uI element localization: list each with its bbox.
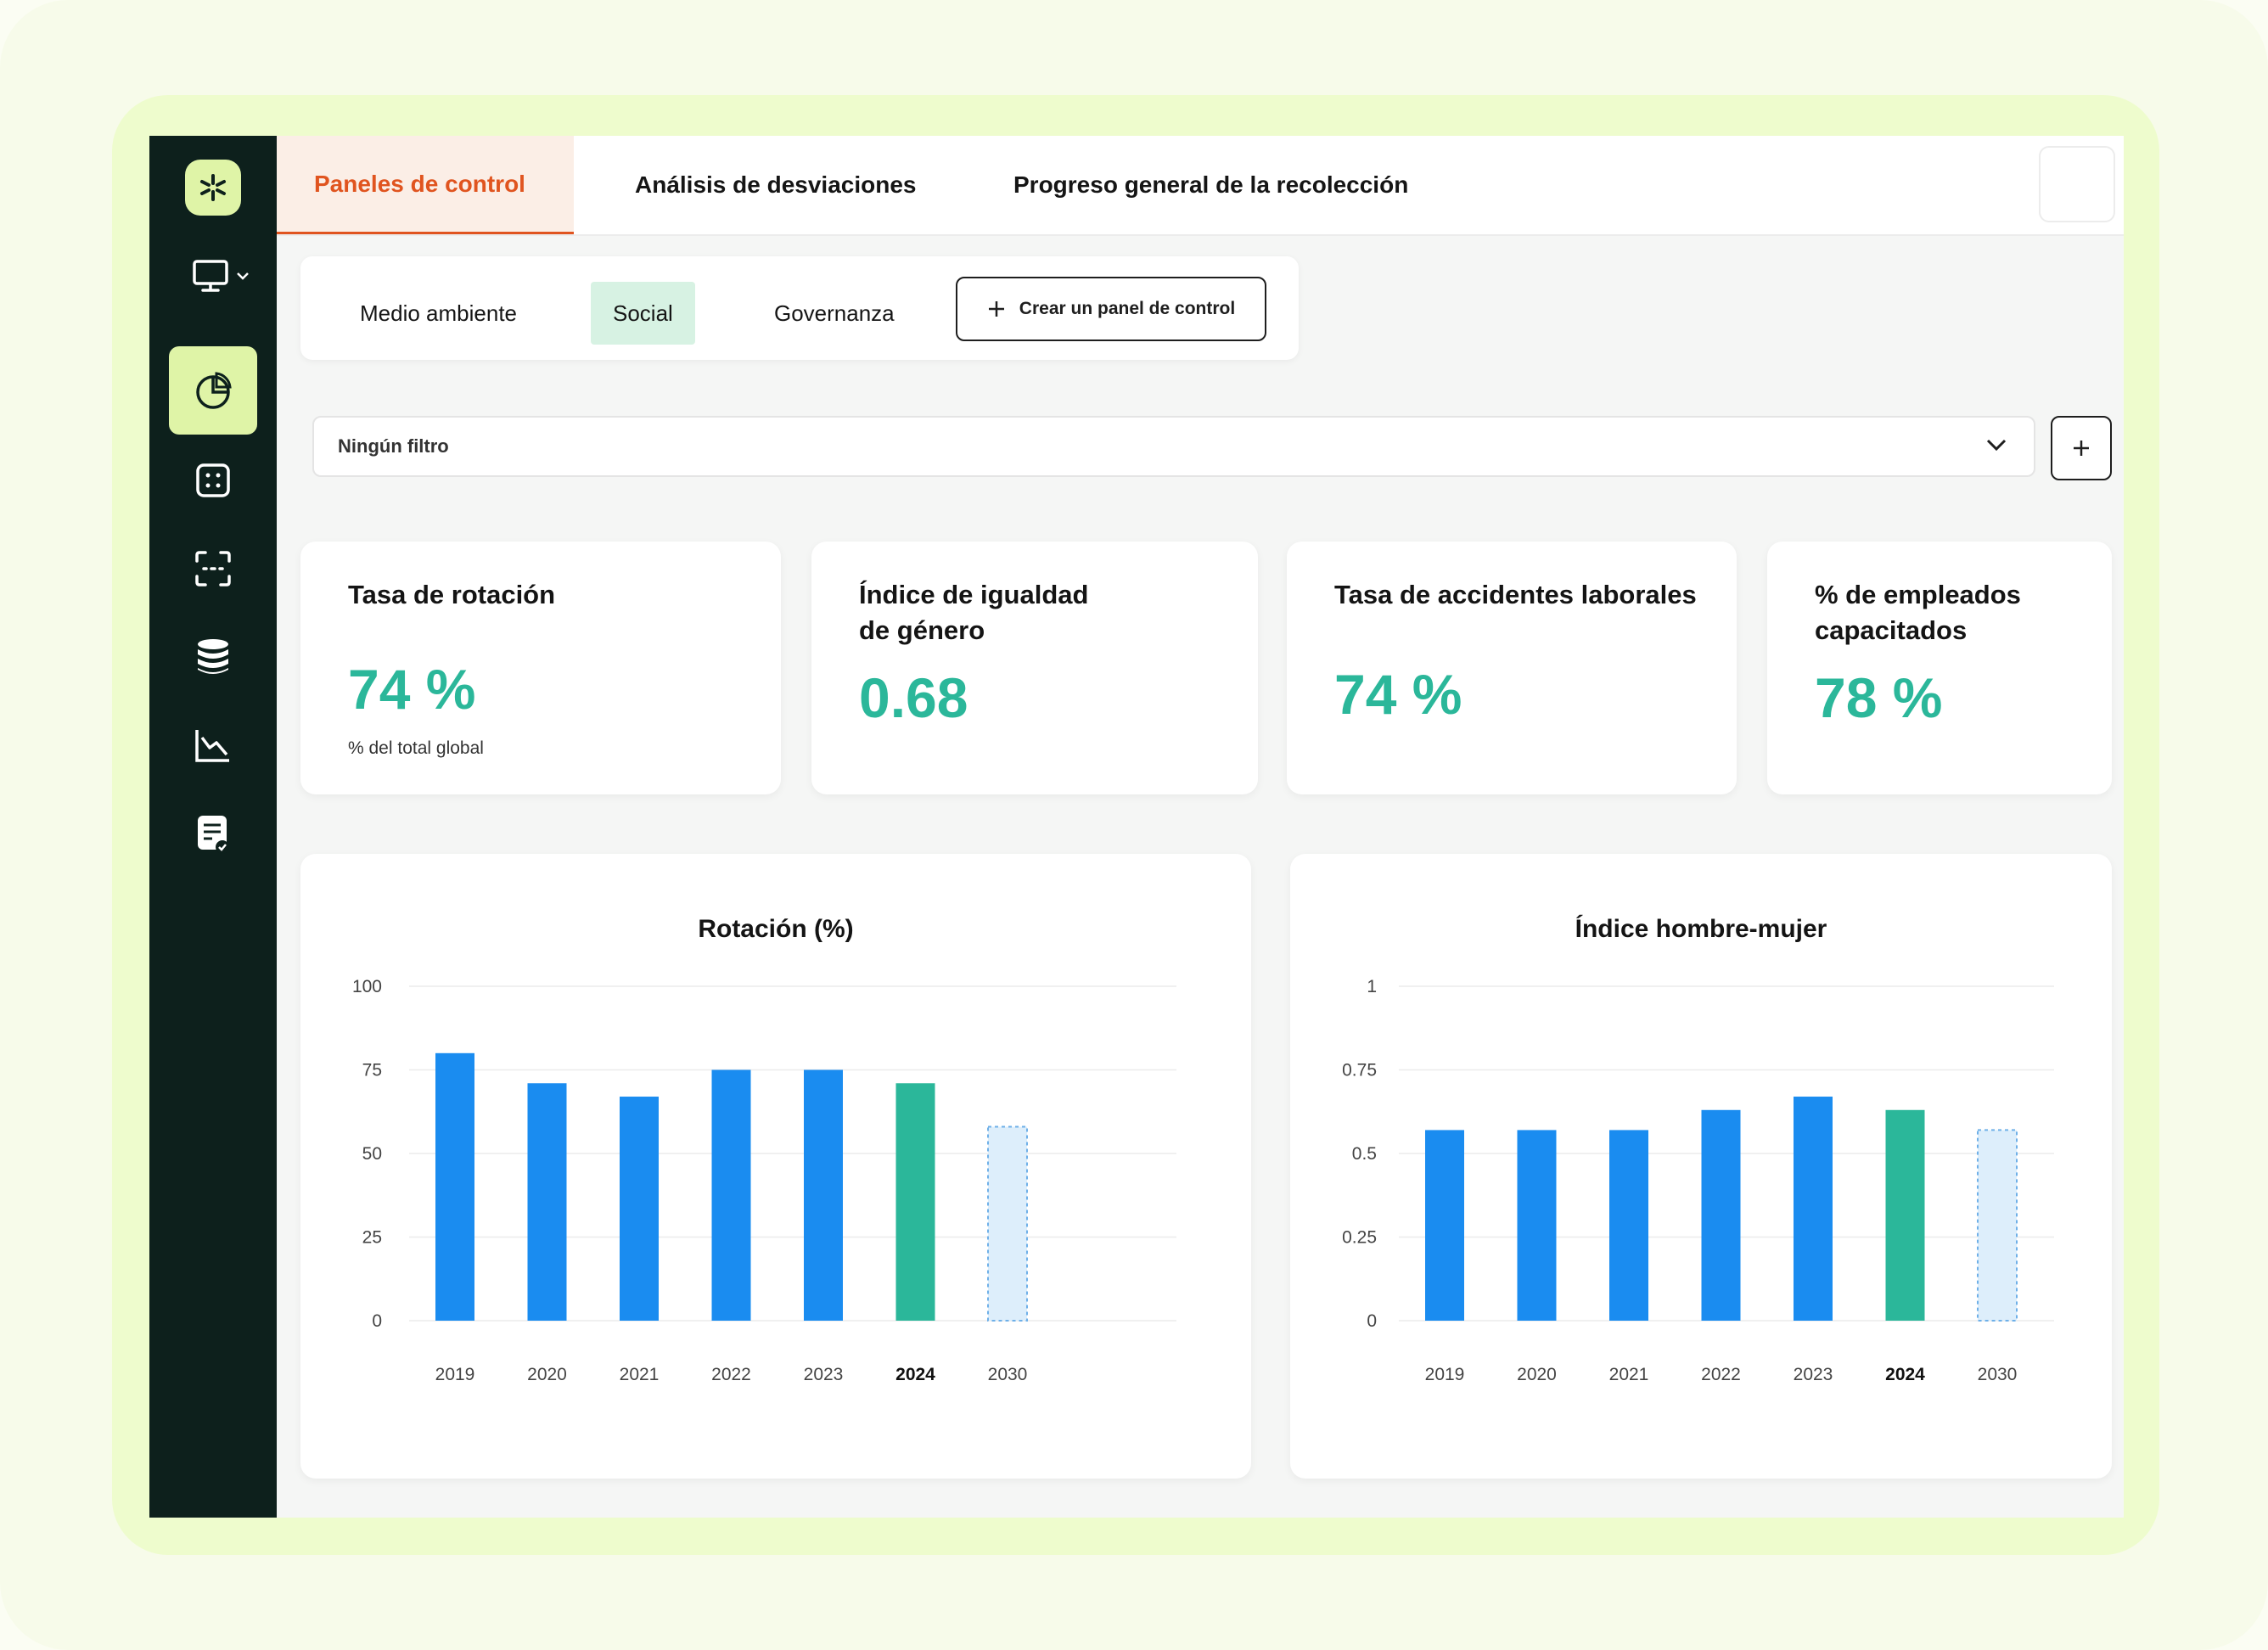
bar-2022[interactable] <box>1701 1109 1741 1321</box>
kpi-card-trained-employees[interactable]: % de empleados capacitados 78 % <box>1767 542 2112 794</box>
y-tick-label: 25 <box>362 1228 382 1248</box>
y-tick-label: 100 <box>352 977 382 996</box>
bar-2024[interactable] <box>895 1083 935 1321</box>
bar-2022[interactable] <box>711 1069 751 1322</box>
x-tick-label: 2021 <box>1609 1365 1649 1384</box>
scan-icon <box>195 551 231 586</box>
y-tick-label: 75 <box>362 1061 382 1080</box>
bar-2021[interactable] <box>1609 1130 1648 1321</box>
x-tick-label: 2022 <box>711 1365 751 1384</box>
x-tick-label: 2021 <box>620 1365 660 1384</box>
monitor-icon <box>193 260 228 292</box>
kpi-value: 74 % <box>348 658 476 721</box>
y-tick-label: 0 <box>1367 1311 1377 1331</box>
kpi-subtitle: % del total global <box>348 738 484 758</box>
tab-deviation-analysis[interactable]: Análisis de desviaciones <box>635 136 917 234</box>
sidebar-item-dashboards[interactable] <box>169 346 257 435</box>
x-tick-label: 2020 <box>527 1365 567 1384</box>
sidebar-item-grid[interactable] <box>169 436 257 525</box>
tab-label: Paneles de control <box>314 170 525 197</box>
bar-2030[interactable] <box>1977 1129 2018 1322</box>
bar-2023[interactable] <box>1794 1097 1833 1321</box>
x-tick-label: 2022 <box>1701 1365 1741 1384</box>
bar-2020[interactable] <box>1517 1130 1557 1321</box>
kpi-value: 74 % <box>1334 663 1462 726</box>
tab-label: Análisis de desviaciones <box>635 171 917 198</box>
tab-dashboards[interactable]: Paneles de control <box>277 136 574 234</box>
bar-2019[interactable] <box>1425 1130 1464 1321</box>
x-tick-label: 2019 <box>1425 1365 1465 1384</box>
sidebar-item-reports[interactable] <box>169 789 257 878</box>
bar-2019[interactable] <box>435 1052 474 1321</box>
kpi-card-gender-equality[interactable]: Índice de igualdad de género 0.68 <box>811 542 1258 794</box>
bar-2021[interactable] <box>620 1097 659 1321</box>
app-window: Paneles de control Análisis de desviacio… <box>149 136 2124 1518</box>
kpi-title: Tasa de rotación <box>348 580 556 609</box>
line-chart-icon <box>195 730 229 762</box>
x-tick-label: 2024 <box>1885 1365 1925 1384</box>
kpi-value: 78 % <box>1815 666 1943 729</box>
user-menu-button[interactable] <box>2039 146 2115 222</box>
grid-icon <box>196 463 230 497</box>
database-icon <box>198 639 228 674</box>
tab-label: Governanza <box>774 300 895 326</box>
create-dashboard-label: Crear un panel de control <box>1019 299 1236 318</box>
y-tick-label: 0.5 <box>1352 1144 1377 1164</box>
tab-social[interactable]: Social <box>591 282 695 345</box>
kpi-title: % de empleados capacitados <box>1815 580 2021 645</box>
category-tabs: Medio ambiente Social Governanza Crear u… <box>300 256 1299 360</box>
chart-title: Rotación (%) <box>698 915 854 943</box>
x-tick-label: 2020 <box>1517 1365 1557 1384</box>
tab-label: Medio ambiente <box>360 300 517 326</box>
x-tick-label: 2023 <box>1794 1365 1833 1384</box>
sidebar <box>149 136 277 1518</box>
logo-icon[interactable] <box>185 160 241 216</box>
bar-2023[interactable] <box>804 1069 843 1322</box>
x-tick-label: 2019 <box>435 1365 475 1384</box>
y-tick-label: 0 <box>372 1311 382 1331</box>
y-tick-label: 0.25 <box>1342 1228 1377 1248</box>
workspace-switcher[interactable] <box>192 255 260 297</box>
plus-icon <box>2074 441 2089 456</box>
filter-value: Ningún filtro <box>338 435 449 457</box>
bar-2020[interactable] <box>527 1083 567 1321</box>
kpi-card-accident-rate[interactable]: Tasa de accidentes laborales 74 % <box>1287 542 1737 794</box>
tab-governance[interactable]: Governanza <box>752 282 917 345</box>
turnover-bar-chart: 0 25 50 75 100 2019 2020 2021 2022 2023 2024 2030 <box>352 977 1176 1384</box>
gender-index-bar-chart: 0 0.25 0.5 0.75 1 2019 2020 2021 2022 2023 2024 203… <box>1342 977 2054 1384</box>
tab-environment[interactable]: Medio ambiente <box>338 282 539 345</box>
plus-icon <box>988 301 1004 317</box>
sidebar-item-data[interactable] <box>169 613 257 701</box>
tab-label: Progreso general de la recolección <box>1013 171 1409 198</box>
tab-label: Social <box>613 300 673 326</box>
x-tick-label: 2023 <box>804 1365 844 1384</box>
sidebar-item-analytics[interactable] <box>169 701 257 789</box>
chart-card-turnover: Rotación (%) 0 25 50 75 100 2019 2020 2021 2022 2… <box>300 854 1251 1479</box>
chevron-down-icon <box>237 272 249 280</box>
chevron-down-icon <box>1986 439 2007 452</box>
y-tick-label: 50 <box>362 1144 382 1164</box>
chart-card-gender-index: Índice hombre-mujer 0 0.25 0.5 0.75 1 2019 202… <box>1290 854 2112 1479</box>
kpi-card-turnover[interactable]: Tasa de rotación 74 % % del total global <box>300 542 781 794</box>
bar-2030[interactable] <box>987 1125 1028 1322</box>
x-tick-label: 2030 <box>1978 1365 2018 1384</box>
kpi-value: 0.68 <box>859 666 968 729</box>
chart-title: Índice hombre-mujer <box>1575 915 1827 943</box>
add-filter-button[interactable] <box>2051 416 2112 480</box>
x-tick-label: 2030 <box>988 1365 1028 1384</box>
sidebar-item-scan[interactable] <box>169 525 257 613</box>
bar-2024[interactable] <box>1885 1109 1925 1321</box>
y-tick-label: 1 <box>1367 977 1377 996</box>
filter-select[interactable]: Ningún filtro <box>312 416 2035 477</box>
kpi-title: Tasa de accidentes laborales <box>1334 580 1697 609</box>
tab-collection-progress[interactable]: Progreso general de la recolección <box>1013 136 1408 234</box>
y-tick-label: 0.75 <box>1342 1061 1377 1080</box>
kpi-title: Índice de igualdad de género <box>859 580 1089 645</box>
checklist-icon <box>198 816 229 854</box>
pie-chart-icon <box>196 372 232 409</box>
create-dashboard-button[interactable]: Crear un panel de control <box>956 277 1266 341</box>
top-navigation: Paneles de control Análisis de desviacio… <box>277 136 2124 236</box>
x-tick-label: 2024 <box>895 1365 935 1384</box>
